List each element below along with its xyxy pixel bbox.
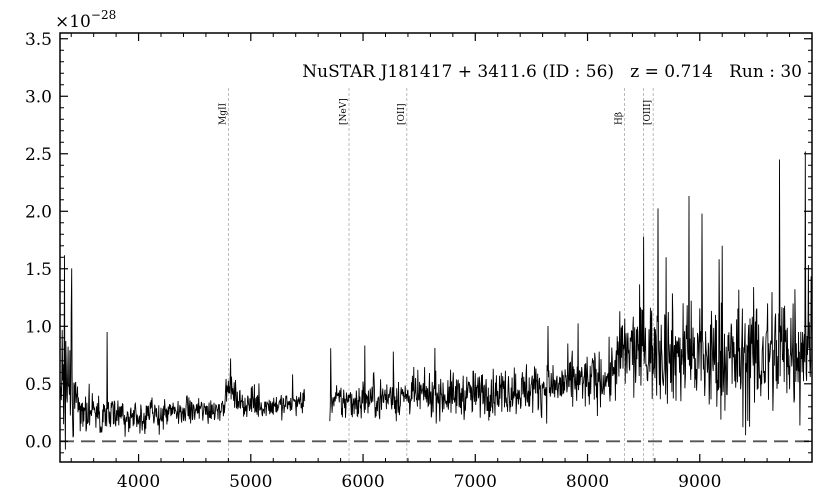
x-tick-label: 6000 <box>341 472 384 492</box>
spectrum-line <box>59 151 813 450</box>
chart-title: NuSTAR J181417 + 3411.6 (ID : 56) z = 0.… <box>302 62 802 82</box>
x-tick-label: 8000 <box>566 472 609 492</box>
y-tick-label: 1.5 <box>25 260 52 280</box>
plot-frame <box>59 32 813 463</box>
y-tick-label: 2.5 <box>25 145 52 165</box>
y-tick-label: 1.0 <box>25 317 52 337</box>
spectrum-series <box>59 151 813 450</box>
emission-line-label: [OII] <box>397 103 407 125</box>
y-tick-label: 3.0 <box>25 87 52 107</box>
x-tick-label: 7000 <box>454 472 497 492</box>
y-tick-label: 3.5 <box>25 30 52 50</box>
x-tick-label: 4000 <box>117 472 160 492</box>
x-tick-label: 5000 <box>229 472 272 492</box>
axis-ticks: 4000 5000 6000 7000 8000 9000 0.0 0.5 1.0 1.5 2.0 2… <box>25 30 812 492</box>
y-tick-label: 0.5 <box>25 375 52 395</box>
y-tick-label: 2.0 <box>25 202 52 222</box>
emission-line-label: [NeV] <box>339 98 349 125</box>
x-tick-label: 9000 <box>678 472 721 492</box>
y-tick-label: 0.0 <box>25 432 52 452</box>
emission-line-label: [OIII] <box>643 100 653 125</box>
emission-line-label: Hβ <box>615 112 625 125</box>
emission-line-label: MgII <box>218 102 228 125</box>
y-axis-multiplier: ×10−28 <box>55 8 116 32</box>
